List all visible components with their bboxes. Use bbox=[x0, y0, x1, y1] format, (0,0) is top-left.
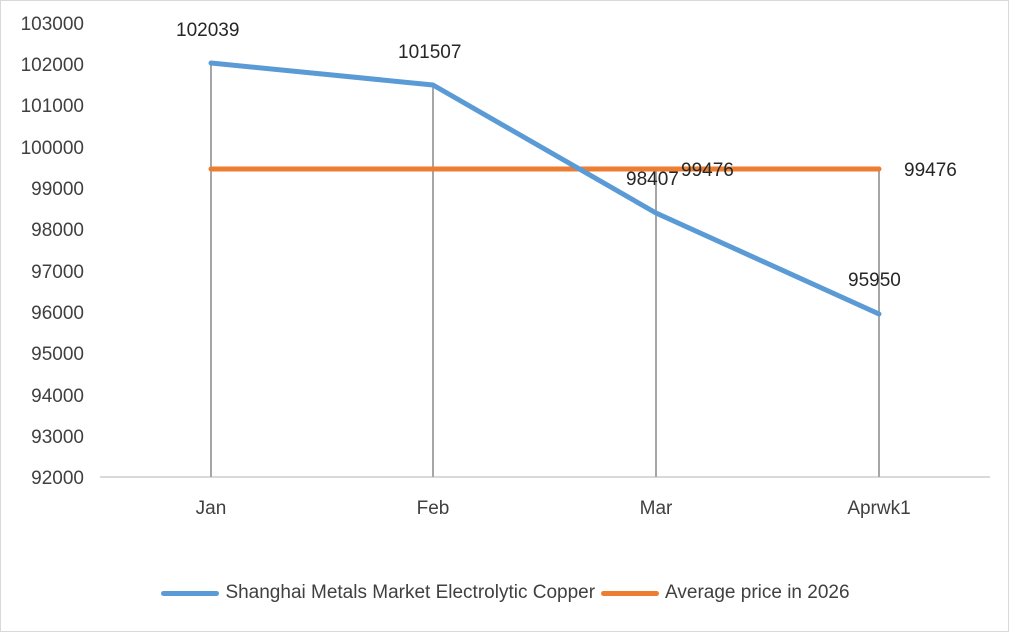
x-tick-label: Jan bbox=[196, 498, 227, 519]
legend-label: Shanghai Metals Market Electrolytic Copp… bbox=[225, 582, 596, 603]
y-tick-label: 98000 bbox=[31, 220, 84, 241]
y-tick-label: 96000 bbox=[31, 303, 84, 324]
y-tick-label: 99000 bbox=[31, 179, 84, 200]
data-label-mar: 98407 bbox=[626, 169, 679, 190]
series-copper-price bbox=[208, 60, 882, 317]
y-tick-label: 100000 bbox=[21, 138, 84, 159]
data-label-average-mar: 99476 bbox=[681, 160, 734, 181]
y-tick-label: 102000 bbox=[21, 55, 84, 76]
legend-swatch-orange-line-icon bbox=[601, 590, 660, 596]
y-axis: 103000 102000 101000 100000 99000 98000 … bbox=[21, 14, 84, 489]
y-tick-label: 101000 bbox=[21, 96, 84, 117]
y-tick-label: 103000 bbox=[21, 14, 84, 35]
y-tick-label: 94000 bbox=[31, 386, 84, 407]
chart-legend: Shanghai Metals Market Electrolytic Copp… bbox=[0, 582, 1011, 604]
legend-swatch-blue-line-icon bbox=[161, 590, 220, 596]
x-axis: Jan Feb Mar Aprwk1 bbox=[196, 498, 911, 519]
data-label-feb: 101507 bbox=[398, 42, 461, 63]
data-label-average-aprwk1: 99476 bbox=[904, 160, 957, 181]
legend-item-average: Average price in 2026 bbox=[601, 582, 850, 604]
y-tick-label: 92000 bbox=[31, 468, 84, 489]
data-label-aprwk1: 95950 bbox=[848, 270, 901, 291]
drop-lines bbox=[210, 63, 880, 477]
x-tick-label: Mar bbox=[640, 498, 673, 519]
legend-label: Average price in 2026 bbox=[665, 582, 850, 603]
y-tick-label: 95000 bbox=[31, 344, 84, 365]
y-tick-label: 93000 bbox=[31, 427, 84, 448]
data-labels: 102039 101507 98407 95950 99476 99476 bbox=[176, 20, 957, 291]
y-tick-label: 97000 bbox=[31, 262, 84, 283]
x-tick-label: Aprwk1 bbox=[847, 498, 910, 519]
data-label-jan: 102039 bbox=[176, 20, 239, 41]
x-tick-label: Feb bbox=[417, 498, 450, 519]
legend-item-copper: Shanghai Metals Market Electrolytic Copp… bbox=[161, 582, 595, 604]
